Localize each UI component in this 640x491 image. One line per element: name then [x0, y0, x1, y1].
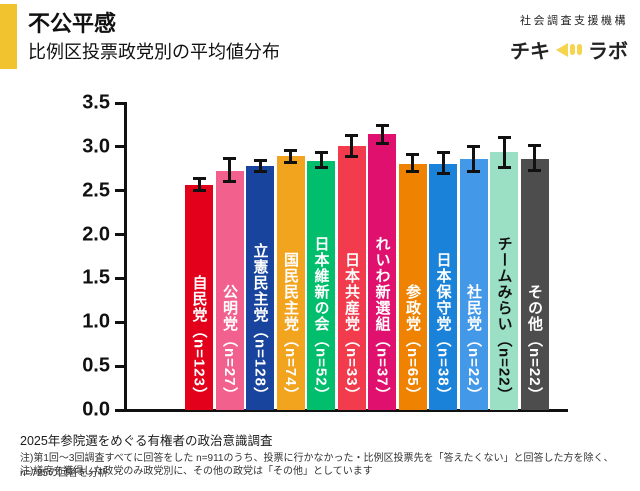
y-tick-label: 0.5 — [82, 354, 110, 377]
triangle-left-icon — [556, 42, 568, 57]
bar-label: 参政党（n=65） — [404, 284, 421, 403]
bar: 公明党（n=27） — [215, 170, 244, 410]
error-bar-line — [289, 150, 292, 163]
error-bar-cap-top — [467, 145, 480, 149]
error-bar-line — [350, 135, 353, 157]
bar-label: 日本共産党（n=33） — [343, 252, 360, 403]
bar-label: 日本維新の会（n=52） — [312, 236, 330, 403]
error-bar-cap-bottom — [497, 165, 511, 169]
error-bar-line — [197, 178, 201, 191]
bar: その他（n=22） — [520, 159, 549, 410]
bar: 参政党（n=65） — [398, 163, 427, 410]
error-bar-cap-top — [345, 133, 358, 137]
y-tick — [114, 364, 124, 368]
bar: 日本共産党（n=33） — [337, 145, 366, 410]
y-tick — [114, 233, 124, 237]
footnote-2: 注)議席を獲得した政党のみ政党別に、その他の政党は「その他」としています — [20, 466, 373, 477]
org-logo-block: 社会調査支援機構 チキ ラボ — [510, 12, 628, 64]
y-tick-label: 2.0 — [82, 223, 110, 246]
error-bar-line — [533, 145, 536, 171]
bar-label: 立憲民主党（n=128） — [251, 243, 269, 403]
error-bar-cap-top — [528, 144, 541, 148]
error-bar-cap-top — [436, 151, 450, 155]
error-bar-cap-bottom — [436, 171, 450, 175]
y-tick-label: 0.0 — [82, 398, 110, 421]
survey-source: 2025年参院選をめぐる有権者の政治意識調査 — [20, 434, 273, 448]
bar-label: 社民党（n=22） — [465, 284, 482, 403]
bar: れいわ新選組（n=37） — [368, 133, 396, 410]
bar: 立憲民主党（n=128） — [246, 166, 274, 410]
y-tick-label: 2.5 — [82, 179, 110, 202]
bar: チームみらい（n=22） — [490, 152, 518, 410]
error-bar-line — [411, 154, 414, 172]
error-bar-cap-bottom — [345, 155, 358, 158]
error-bar-line — [228, 158, 231, 182]
bar-label: 自民党（n=123） — [190, 275, 208, 403]
error-bar-line — [258, 160, 262, 172]
page-subtitle: 比例区投票政党別の平均値分布 — [28, 42, 280, 62]
bar: 国民民主党（n=74） — [276, 155, 305, 410]
error-bar-cap-bottom — [223, 180, 236, 184]
y-axis-line — [123, 102, 127, 412]
bar-glyph-icon — [570, 44, 575, 55]
error-bar-cap-bottom — [192, 189, 206, 193]
bar: 日本保守党（n=38） — [429, 163, 457, 410]
y-tick-label: 1.0 — [82, 310, 110, 333]
chikilab-play-bars-icon — [556, 42, 582, 57]
title-accent-bar — [0, 4, 17, 69]
error-bar-line — [502, 137, 506, 168]
error-bar-line — [319, 152, 323, 168]
logo-text-left: チキ — [510, 41, 550, 63]
error-bar-cap-top — [497, 135, 511, 139]
y-tick — [114, 189, 124, 193]
y-tick-label: 3.0 — [82, 135, 110, 158]
y-tick — [114, 145, 124, 149]
error-bar-cap-top — [223, 156, 236, 160]
x-axis-line — [125, 408, 568, 412]
footnote-1: 注)第1回～3回調査すべてに回答をした n=911のうち、投票に行かなかった・比… — [20, 453, 614, 479]
org-logo: チキ ラボ — [510, 35, 628, 64]
org-name: 社会調査支援機構 — [520, 15, 628, 27]
bar: 社民党（n=22） — [459, 159, 488, 410]
error-bar-cap-bottom — [528, 169, 541, 173]
y-tick — [114, 408, 124, 412]
error-bar-cap-top — [406, 153, 419, 157]
error-bar-line — [441, 152, 445, 174]
bar-label: その他（n=22） — [526, 284, 543, 403]
y-tick-label: 1.5 — [82, 266, 110, 289]
page-title: 不公平感 — [28, 11, 117, 36]
error-bar-line — [472, 146, 475, 172]
logo-text-right: ラボ — [588, 41, 628, 63]
error-bar-cap-bottom — [467, 169, 480, 173]
error-bar-cap-bottom — [375, 141, 389, 145]
error-bar-cap-top — [375, 124, 389, 128]
error-bar-cap-top — [284, 148, 297, 152]
error-bar-cap-top — [253, 159, 267, 163]
bar-label: チームみらい（n=22） — [495, 236, 513, 403]
bar: 日本維新の会（n=52） — [307, 160, 335, 410]
y-tick — [114, 276, 124, 280]
error-bar-cap-top — [192, 176, 206, 180]
bar: 自民党（n=123） — [185, 184, 213, 410]
error-bar-line — [380, 125, 384, 144]
bar-label: 日本保守党（n=38） — [434, 252, 452, 403]
error-bar-cap-bottom — [314, 166, 328, 170]
bar-label: れいわ新選組（n=37） — [373, 236, 391, 403]
y-tick — [114, 320, 124, 324]
y-tick — [114, 101, 124, 105]
error-bar-cap-top — [314, 151, 328, 155]
y-tick-label: 3.5 — [82, 91, 110, 114]
bar-label: 国民民主党（n=74） — [282, 252, 299, 403]
error-bar-cap-bottom — [284, 161, 297, 165]
error-bar-cap-bottom — [253, 169, 267, 173]
bar-label: 公明党（n=27） — [221, 284, 238, 403]
error-bar-cap-bottom — [406, 169, 419, 173]
bar-glyph-icon — [577, 44, 582, 55]
